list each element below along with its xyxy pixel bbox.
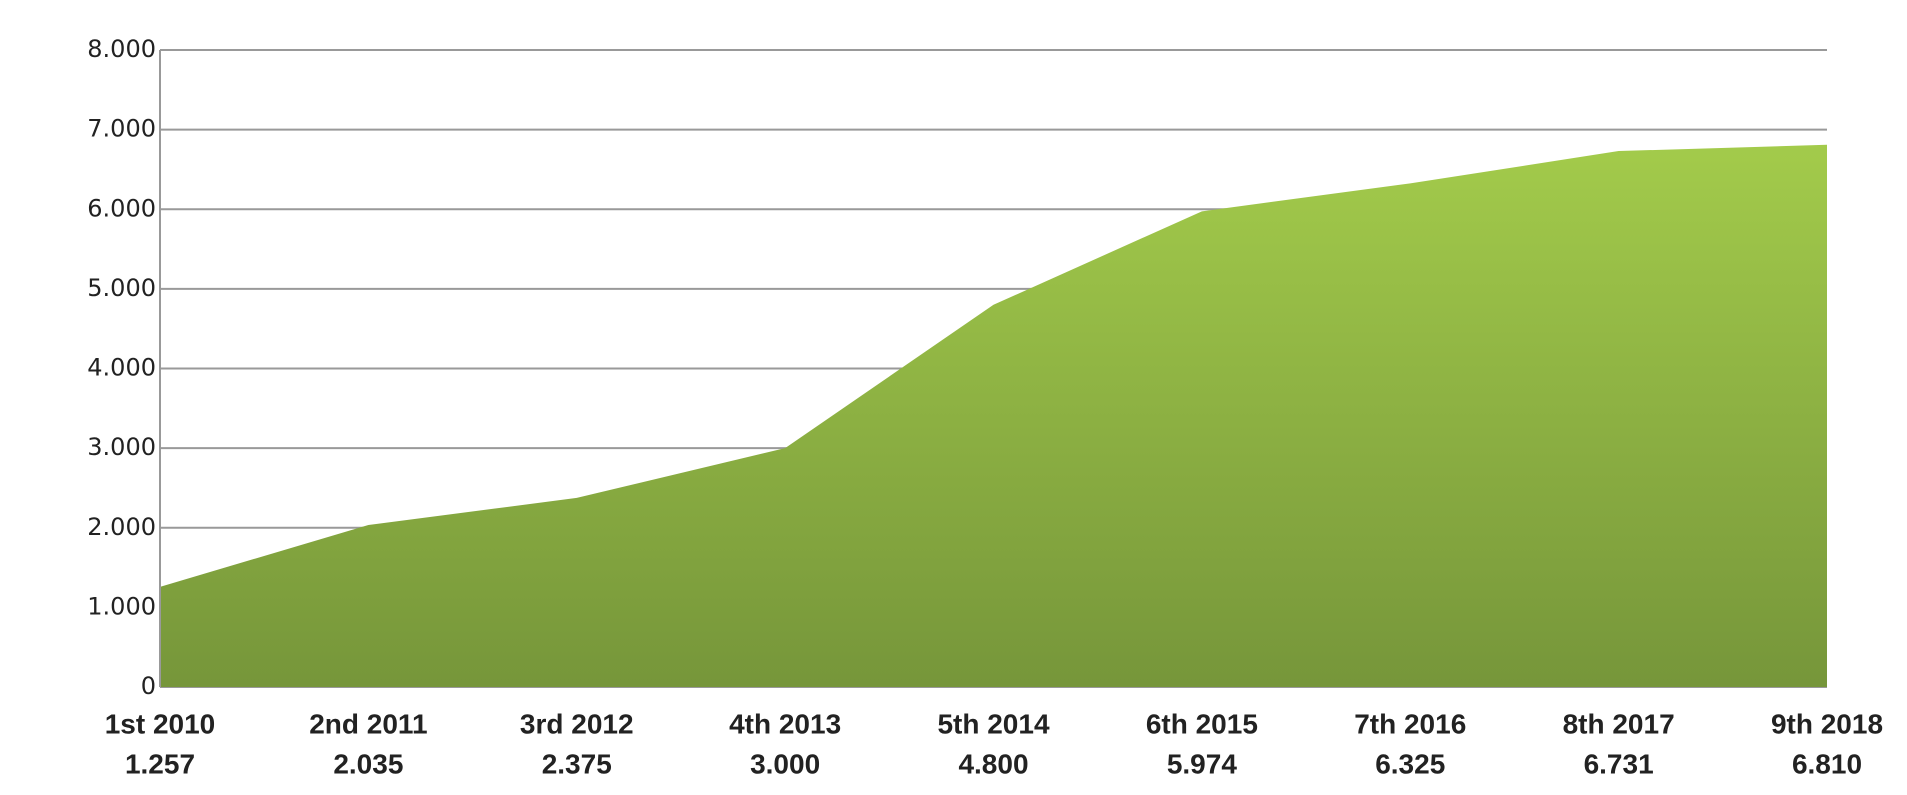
value-label: 1.257 <box>125 748 195 779</box>
value-label: 6.810 <box>1792 748 1862 779</box>
x-tick-label: 8th 2017 <box>1563 708 1675 739</box>
x-tick-label: 7th 2016 <box>1354 708 1466 739</box>
value-label: 6.325 <box>1375 748 1445 779</box>
y-tick-label: 1.000 <box>87 592 156 620</box>
value-label: 4.800 <box>958 748 1028 779</box>
value-label: 6.731 <box>1584 748 1654 779</box>
x-tick-label: 1st 2010 <box>105 708 216 739</box>
x-tick-label: 6th 2015 <box>1146 708 1258 739</box>
value-label: 2.375 <box>542 748 612 779</box>
value-label: 5.974 <box>1167 748 1237 779</box>
x-tick-label: 5th 2014 <box>937 708 1049 739</box>
y-tick-label: 3.000 <box>87 433 156 461</box>
y-tick-label: 6.000 <box>87 194 156 222</box>
value-label: 3.000 <box>750 748 820 779</box>
y-tick-label: 5.000 <box>87 274 156 302</box>
x-tick-label: 3rd 2012 <box>520 708 634 739</box>
x-tick-label: 2nd 2011 <box>309 708 427 739</box>
y-tick-label: 4.000 <box>87 354 156 382</box>
y-tick-label: 2.000 <box>87 513 156 541</box>
y-tick-label: 7.000 <box>87 115 156 143</box>
y-tick-label: 8.000 <box>87 35 156 63</box>
y-tick-label: 0 <box>141 672 156 700</box>
area <box>160 144 1827 687</box>
x-tick-label: 9th 2018 <box>1771 708 1883 739</box>
value-label: 2.035 <box>333 748 403 779</box>
x-tick-label: 4th 2013 <box>729 708 841 739</box>
